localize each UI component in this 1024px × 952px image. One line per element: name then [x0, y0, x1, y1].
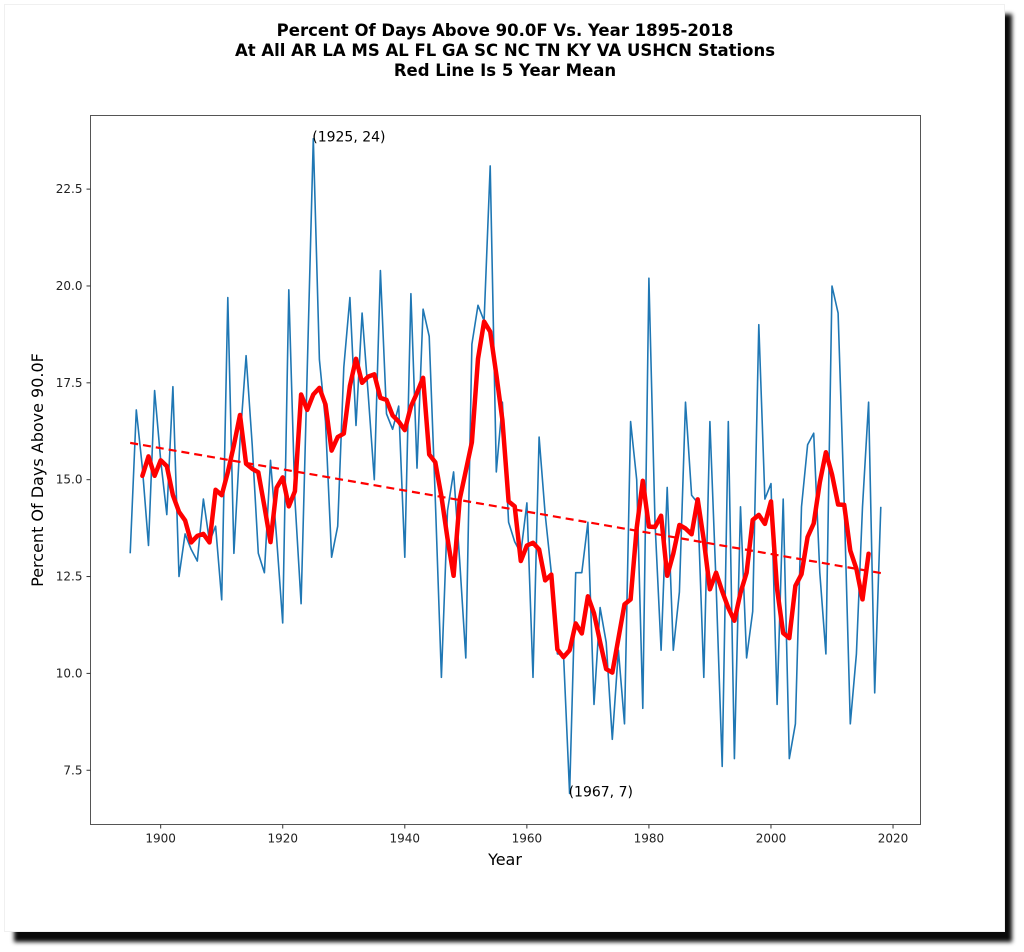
- y-tick-label: 20.0: [56, 279, 83, 293]
- annotation-max: (1925, 24): [312, 130, 385, 146]
- x-tick-label: 1920: [267, 832, 298, 846]
- series-layer: [129, 137, 882, 795]
- y-tick-label: 12.5: [56, 570, 83, 584]
- annotation-min: (1967, 7): [569, 785, 633, 801]
- x-tick-label: 2000: [756, 832, 787, 846]
- x-tick-label: 1900: [145, 832, 176, 846]
- y-tick-label: 10.0: [56, 666, 83, 680]
- y-axis: 7.5 10.0 12.5 15.0 17.5 20.0 22.5: [56, 182, 91, 777]
- y-tick-label: 22.5: [56, 182, 83, 196]
- x-tick-label: 1980: [634, 832, 665, 846]
- series-5yr-mean-line: [140, 319, 871, 675]
- x-tick-label: 1940: [390, 832, 421, 846]
- chart-title-line-2: At All AR LA MS AL FL GA SC NC TN KY VA …: [235, 41, 775, 60]
- trend-line: [129, 441, 882, 575]
- chart-title-line-1: Percent Of Days Above 90.0F Vs. Year 189…: [277, 21, 734, 40]
- y-tick-label: 15.0: [56, 473, 83, 487]
- y-axis-label: Percent Of Days Above 90.0F: [28, 353, 47, 587]
- y-tick-label: 7.5: [63, 763, 82, 777]
- x-axis: 1900 1920 1940 1960 1980 2000 2020: [145, 824, 909, 846]
- x-tick-label: 1960: [512, 832, 543, 846]
- x-tick-label: 2020: [878, 832, 909, 846]
- chart-title-line-3: Red Line Is 5 Year Mean: [394, 61, 616, 80]
- y-tick-label: 17.5: [56, 376, 83, 390]
- x-axis-label: Year: [487, 850, 522, 869]
